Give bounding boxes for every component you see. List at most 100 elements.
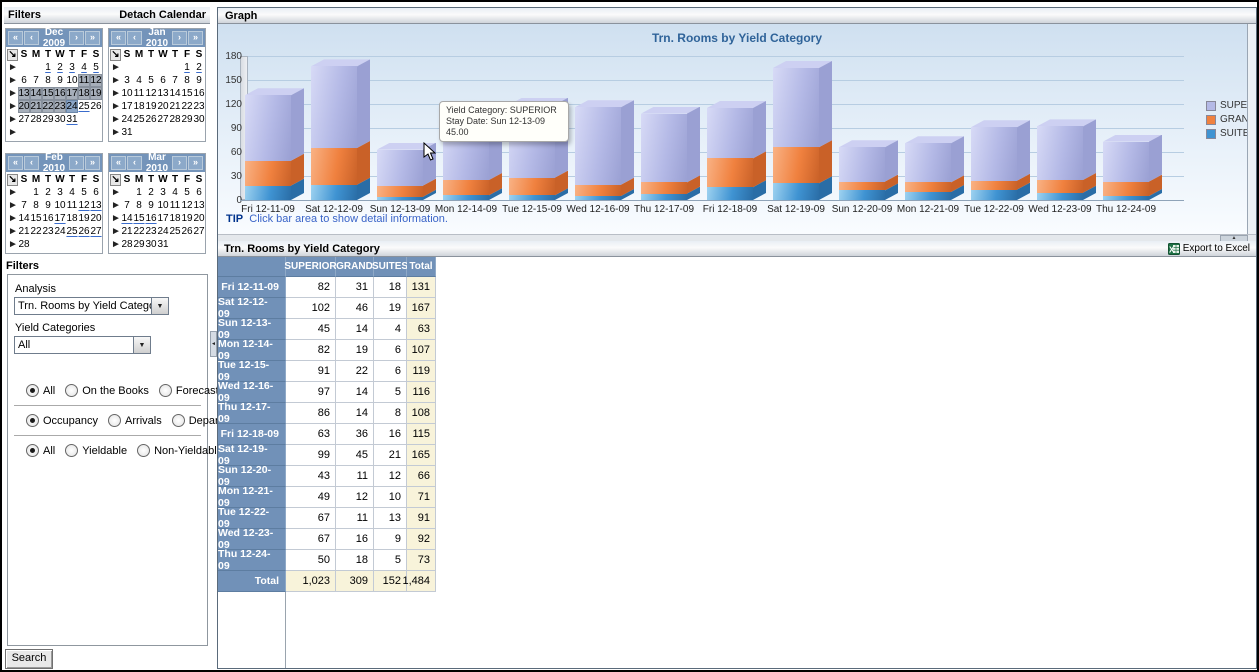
calendar-day-23[interactable]: 23	[193, 101, 205, 112]
radio-all[interactable]	[26, 444, 39, 457]
week-select-arrow-icon[interactable]: ►	[8, 127, 18, 138]
calendar-day-7[interactable]: 7	[172, 75, 178, 86]
calendar-day-11[interactable]: 11	[66, 200, 78, 211]
week-select-arrow-icon[interactable]: ►	[111, 213, 121, 224]
bar-segment-grand[interactable]	[509, 177, 555, 196]
calendar-day-26[interactable]: 26	[90, 101, 102, 112]
calendar-day-21[interactable]: 21	[18, 226, 30, 237]
bar-segment-suites[interactable]	[641, 193, 687, 200]
week-select-arrow-icon[interactable]: ►	[111, 75, 121, 86]
bar-segment-superior[interactable]	[377, 149, 423, 186]
calendar-day-11[interactable]: 11	[78, 74, 90, 87]
calendar-day-22[interactable]: 22	[30, 226, 42, 237]
calendar-day-5[interactable]: 5	[184, 187, 190, 198]
week-select-arrow-icon[interactable]: ►	[8, 75, 18, 86]
bar-segment-suites[interactable]	[971, 189, 1017, 200]
week-select-arrow-icon[interactable]: ►	[8, 88, 18, 99]
calendar-day-21[interactable]: 21	[169, 101, 181, 112]
calendar-day-6[interactable]: 6	[160, 75, 166, 86]
week-select-arrow-icon[interactable]: ►	[8, 226, 18, 237]
bar-segment-superior[interactable]	[839, 147, 885, 182]
calendar-day-27[interactable]: 27	[193, 226, 205, 237]
bar-segment-suites[interactable]	[509, 195, 555, 200]
calendar-day-26[interactable]: 26	[78, 226, 90, 237]
calendar-day-15[interactable]: 15	[42, 87, 54, 100]
calendar-day-6[interactable]: 6	[196, 187, 202, 198]
calendar-day-20[interactable]: 20	[193, 213, 205, 224]
week-select-arrow-icon[interactable]: ►	[111, 239, 121, 250]
calendar-day-24[interactable]: 24	[157, 226, 169, 237]
panel-splitter[interactable]: ▲	[218, 234, 1256, 243]
calendar-day-7[interactable]: 7	[124, 200, 130, 211]
radio-label-forecast[interactable]: Forecast	[175, 384, 219, 397]
calendar-day-12[interactable]: 12	[181, 200, 193, 211]
calendar-day-26[interactable]: 26	[181, 226, 193, 237]
calendar-day-27[interactable]: 27	[18, 114, 30, 125]
week-select-arrow-icon[interactable]: ►	[111, 62, 121, 73]
bar-segment-superior[interactable]	[641, 113, 687, 183]
select-all-days-icon[interactable]: ↘	[110, 49, 121, 61]
yield-categories-select[interactable]: All ▼	[14, 336, 151, 354]
calendar-day-1[interactable]: 1	[136, 187, 142, 198]
bar-segment-grand[interactable]	[575, 184, 621, 196]
calendar-day-17[interactable]: 17	[54, 213, 66, 224]
chevron-down-icon[interactable]: ▼	[133, 337, 150, 353]
bar-segment-grand[interactable]	[311, 148, 357, 185]
calendar-day-17[interactable]: 17	[66, 87, 78, 100]
bar-segment-suites[interactable]	[905, 192, 951, 200]
calendar-day-24[interactable]: 24	[66, 100, 78, 113]
calendar-day-15[interactable]: 15	[30, 213, 42, 224]
calendar-day-16[interactable]: 16	[145, 213, 157, 224]
bar-segment-suites[interactable]	[575, 196, 621, 200]
calendar-prev-button[interactable]: ‹	[24, 156, 39, 170]
calendar-day-14[interactable]: 14	[30, 87, 42, 100]
calendar-day-13[interactable]: 13	[193, 200, 205, 211]
calendar-day-17[interactable]: 17	[157, 213, 169, 224]
calendar-day-23[interactable]: 23	[42, 226, 54, 237]
week-select-arrow-icon[interactable]: ►	[111, 187, 121, 198]
calendar-day-25[interactable]: 25	[133, 114, 145, 125]
calendar-next-button[interactable]: ›	[172, 156, 187, 170]
calendar-day-3[interactable]: 3	[57, 187, 63, 198]
calendar-day-19[interactable]: 19	[181, 213, 193, 224]
bar-segment-grand[interactable]	[971, 180, 1017, 190]
detach-calendar-button[interactable]: Detach Calendar	[119, 9, 206, 21]
calendar-day-14[interactable]: 14	[121, 213, 133, 224]
bar-segment-superior[interactable]	[905, 143, 951, 183]
calendar-day-31[interactable]: 31	[157, 239, 169, 250]
bar-segment-grand[interactable]	[641, 182, 687, 194]
calendar-day-16[interactable]: 16	[54, 87, 66, 100]
calendar-day-31[interactable]: 31	[66, 114, 78, 125]
calendar-prev-button[interactable]: ‹	[127, 31, 142, 45]
radio-occupancy[interactable]	[26, 414, 39, 427]
calendar-day-18[interactable]: 18	[133, 101, 145, 112]
calendar-day-15[interactable]: 15	[181, 88, 193, 99]
calendar-day-27[interactable]: 27	[90, 226, 102, 237]
calendar-day-19[interactable]: 19	[145, 101, 157, 112]
bar-segment-suites[interactable]	[377, 196, 423, 200]
analysis-select[interactable]: Trn. Rooms by Yield Category ▼	[14, 297, 169, 315]
calendar-day-19[interactable]: 19	[78, 213, 90, 224]
calendar-day-4[interactable]: 4	[172, 187, 178, 198]
calendar-day-30[interactable]: 30	[193, 114, 205, 125]
calendar-day-12[interactable]: 12	[145, 88, 157, 99]
bar-segment-suites[interactable]	[443, 195, 489, 200]
week-select-arrow-icon[interactable]: ►	[8, 200, 18, 211]
calendar-day-15[interactable]: 15	[133, 213, 145, 224]
calendar-last-button[interactable]: »	[85, 31, 100, 45]
calendar-day-18[interactable]: 18	[169, 213, 181, 224]
bar-segment-superior[interactable]	[971, 127, 1017, 181]
calendar-next-button[interactable]: ›	[69, 156, 84, 170]
calendar-day-20[interactable]: 20	[18, 100, 30, 113]
calendar-day-11[interactable]: 11	[169, 200, 181, 211]
calendar-day-1[interactable]: 1	[184, 62, 190, 73]
week-select-arrow-icon[interactable]: ►	[8, 213, 18, 224]
calendar-day-25[interactable]: 25	[66, 226, 78, 237]
calendar-day-10[interactable]: 10	[54, 200, 66, 211]
calendar-day-9[interactable]: 9	[45, 200, 51, 211]
bar-segment-grand[interactable]	[245, 160, 291, 186]
radio-label-occupancy[interactable]: Occupancy	[43, 414, 99, 427]
calendar-day-16[interactable]: 16	[42, 213, 54, 224]
calendar-day-20[interactable]: 20	[90, 213, 102, 224]
radio-non-yieldable[interactable]	[137, 444, 151, 457]
